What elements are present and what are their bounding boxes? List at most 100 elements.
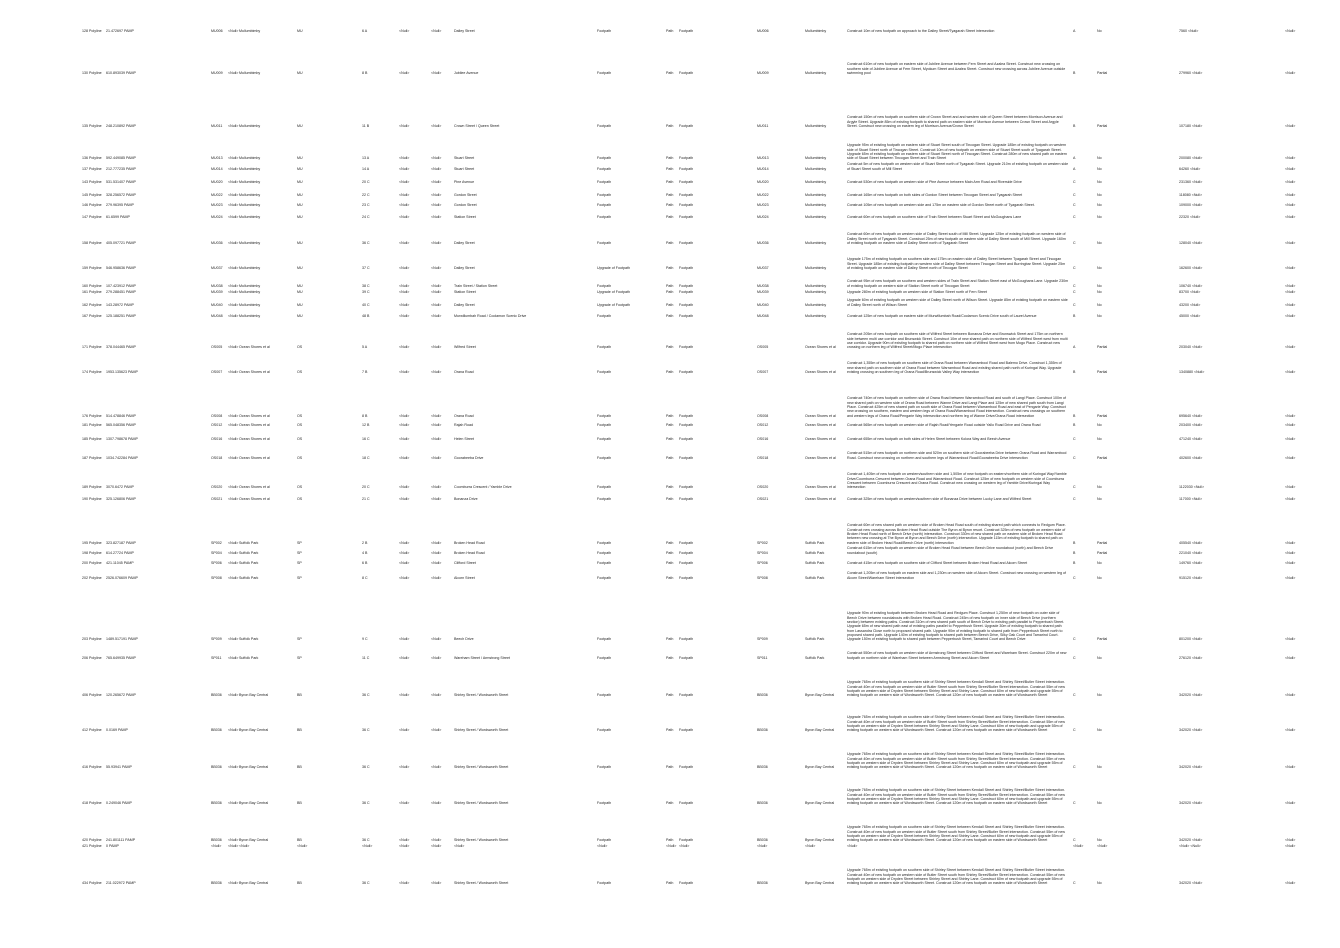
cell-type: Footpath	[597, 203, 612, 207]
cell-cat: Footpath	[679, 414, 694, 418]
cell-n1: <Null>	[228, 370, 239, 374]
cell-n1: <Null>	[228, 456, 239, 460]
cell-len: 614.27724 PAMP	[106, 551, 134, 555]
cell-conn: No	[1097, 656, 1102, 660]
cell-n2: <Null>	[399, 303, 410, 307]
cell-description: Upgrade 90m of existing footpath between…	[847, 611, 1065, 642]
cell-loc2: Byron Bay Central	[805, 881, 835, 885]
cell-code: MU	[297, 314, 303, 318]
cell-street: Bonanza Drive	[454, 497, 478, 501]
cell-type: Footpath	[597, 497, 612, 501]
cell-id2: MU020	[757, 180, 769, 184]
cell-description: Construct 565m of new footpath on wester…	[847, 423, 1041, 428]
cell-pri: B	[1073, 423, 1076, 427]
cell-loc2: Suffolk Park	[805, 656, 825, 660]
cell-pri: C	[1073, 215, 1076, 219]
cell-type: Footpath	[597, 437, 612, 441]
cell-id2: SP004	[757, 551, 768, 555]
cell-p: Path	[666, 541, 674, 545]
cell-id: SP009	[211, 637, 222, 641]
cell-fid: 421 Polyline	[82, 844, 102, 848]
cell-street: Murwillumbah Road / Coolamon Scenic Driv…	[454, 314, 527, 318]
cell-conn: No	[1097, 290, 1102, 294]
cell-street: Beech Drive	[454, 637, 474, 641]
cell-loc2: Byron Bay Central	[805, 693, 835, 697]
cell-code: OS	[297, 456, 303, 460]
cell-p: Path	[666, 29, 674, 33]
cell-id: SP004	[211, 551, 222, 555]
cell-type: Footpath	[597, 370, 612, 374]
cell-id: MU048	[211, 314, 223, 318]
cell-id2: SP009	[757, 637, 768, 641]
cell-conn: Partial	[1097, 637, 1108, 641]
cell-loc2: Mullumbimby	[805, 29, 827, 33]
cell-no: 48 B	[362, 314, 370, 318]
cell-n1: <Null>	[228, 497, 239, 501]
cell-n4: <Null>	[1285, 801, 1296, 805]
cell-fid: 147 Polyline	[82, 215, 102, 219]
cell-code: OS	[297, 370, 303, 374]
cell-street: Shirley Street / Wordsworth Street	[454, 765, 509, 769]
cell-loc2: Suffolk Park	[805, 541, 825, 545]
cell-street: Shirley Street / Wordsworth Street	[454, 881, 509, 885]
cell-type: Footpath	[597, 576, 612, 580]
cell-code: MU	[297, 29, 303, 33]
cell-cost: 7560 <Null>	[1179, 29, 1199, 33]
cell-id2: SP008	[757, 576, 768, 580]
cell-loc2: Mullumbimby	[805, 284, 827, 288]
cell-id2: MU037	[757, 266, 769, 270]
cell-id2: MU006	[757, 29, 769, 33]
cell-cost: 279960 <Null>	[1179, 71, 1203, 75]
cell-n4: <Null>	[1285, 215, 1296, 219]
cell-cost: 915120 <Null>	[1179, 576, 1203, 580]
cell-id: MU036	[211, 241, 223, 245]
cell-loc2: Mullumbimby	[805, 124, 827, 128]
cell-n4: <Null>	[1285, 314, 1296, 318]
cell-id: MU006	[211, 29, 223, 33]
cell-cat: Footpath	[679, 551, 694, 555]
cell-fid: 167 Polyline	[82, 314, 102, 318]
cell-conn: No	[1097, 423, 1102, 427]
cell-cost: 1122030 <Null>	[1179, 485, 1205, 489]
cell-conn: No	[1097, 561, 1102, 565]
cell-conn: No	[1097, 156, 1102, 160]
cell-description: Construct 655m of new footpath on both s…	[847, 437, 1011, 442]
cell-cost: 109000 <Null>	[1179, 203, 1203, 207]
cell-description: Construct 60m of new footpath on western…	[847, 232, 1066, 246]
cell-conn: No	[1097, 215, 1102, 219]
cell-conn: Partial	[1097, 345, 1108, 349]
cell-loc2: Mullumbimby	[805, 241, 827, 245]
cell-pri: A	[1073, 167, 1076, 171]
cell-pri: C	[1073, 456, 1076, 460]
cell-no: 11 B	[362, 124, 370, 128]
cell-type: Footpath	[597, 485, 612, 489]
cell-loc: Ocean Shores et al	[239, 485, 270, 489]
cell-no: 5 A	[362, 345, 368, 349]
cell-code: MU	[297, 266, 303, 270]
cell-len: 514.478846 PAMP	[106, 414, 136, 418]
cell-id: <Null>	[211, 844, 222, 848]
cell-description: Construct 740m of new footpath on northe…	[847, 396, 1067, 418]
cell-n3: <Null>	[431, 193, 442, 197]
cell-fid: 200 Polyline	[82, 561, 102, 565]
cell-cat: Footpath	[679, 497, 694, 501]
cell-cost: 231360 <Null>	[1179, 180, 1203, 184]
cell-cost: 117000 <Null>	[1179, 497, 1203, 501]
cell-code: OS	[297, 497, 303, 501]
cell-cost: 43200 <Null>	[1179, 303, 1201, 307]
cell-street: Broken Head Road	[454, 551, 485, 555]
cell-loc: Ocean Shores et al	[239, 423, 270, 427]
cell-conn: No	[1097, 838, 1102, 842]
cell-loc2: Ocean Shores et al	[805, 497, 836, 501]
cell-description: Construct 205m of new footpath on southe…	[847, 332, 1068, 350]
cell-street: Rajah Road	[454, 423, 473, 427]
cell-id: SP011	[211, 656, 222, 660]
cell-n3: <Null>	[431, 241, 442, 245]
cell-loc2: Suffolk Park	[805, 551, 825, 555]
cell-id: SP008	[211, 576, 222, 580]
cell-description: Construct 125m of new footpath on easter…	[847, 314, 1037, 319]
cell-description: Upgrade 60m of existing footpath on west…	[847, 298, 1068, 307]
cell-no: 8 C	[362, 576, 368, 580]
cell-n3: <Null>	[431, 167, 442, 171]
cell-pri: C	[1073, 838, 1076, 842]
